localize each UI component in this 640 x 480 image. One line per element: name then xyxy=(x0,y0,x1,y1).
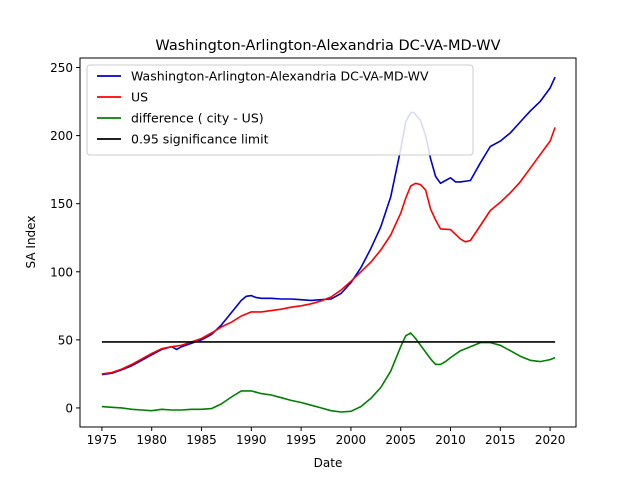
y-tick-label: 250 xyxy=(50,61,73,75)
y-tick-label: 200 xyxy=(50,129,73,143)
series-line-difference-city-us xyxy=(101,332,556,413)
legend: Washington-Arlington-Alexandria DC-VA-MD… xyxy=(86,64,474,156)
x-tick-label: 2020 xyxy=(535,433,566,447)
x-tick-label: 1980 xyxy=(136,433,167,447)
series-layer xyxy=(101,76,556,413)
x-tick-label: 2005 xyxy=(385,433,416,447)
x-tick-label: 1985 xyxy=(186,433,217,447)
x-axis-title: Date xyxy=(314,456,343,470)
y-axis-ticks: 0 50 100 150 200 250 xyxy=(50,61,80,415)
x-tick-label: 2000 xyxy=(336,433,367,447)
x-tick-label: 1990 xyxy=(236,433,267,447)
chart-title: Washington-Arlington-Alexandria DC-VA-MD… xyxy=(155,38,500,54)
y-tick-label: 50 xyxy=(58,333,73,347)
x-tick-label: 2010 xyxy=(435,433,466,447)
legend-label: difference ( city - US) xyxy=(131,111,264,126)
legend-label: 0.95 significance limit xyxy=(131,132,269,147)
series-line-us xyxy=(101,127,556,375)
x-tick-label: 2015 xyxy=(485,433,516,447)
series-line-washington-arlington-alexandria-dc-va-md-wv xyxy=(101,76,556,376)
plot-frame xyxy=(79,57,577,428)
legend-label: US xyxy=(131,90,148,105)
y-axis-title: SA Index xyxy=(24,216,38,269)
x-tick-label: 1975 xyxy=(87,433,118,447)
y-tick-label: 150 xyxy=(50,197,73,211)
y-tick-label: 100 xyxy=(50,265,73,279)
x-tick-label: 1995 xyxy=(286,433,317,447)
legend-label: Washington-Arlington-Alexandria DC-VA-MD… xyxy=(131,69,429,84)
y-tick-label: 0 xyxy=(65,401,73,415)
x-axis-ticks: 1975 1980 1985 1990 1995 2000 2005 2010 2015 2020 xyxy=(87,427,566,447)
legend-box xyxy=(86,64,474,156)
